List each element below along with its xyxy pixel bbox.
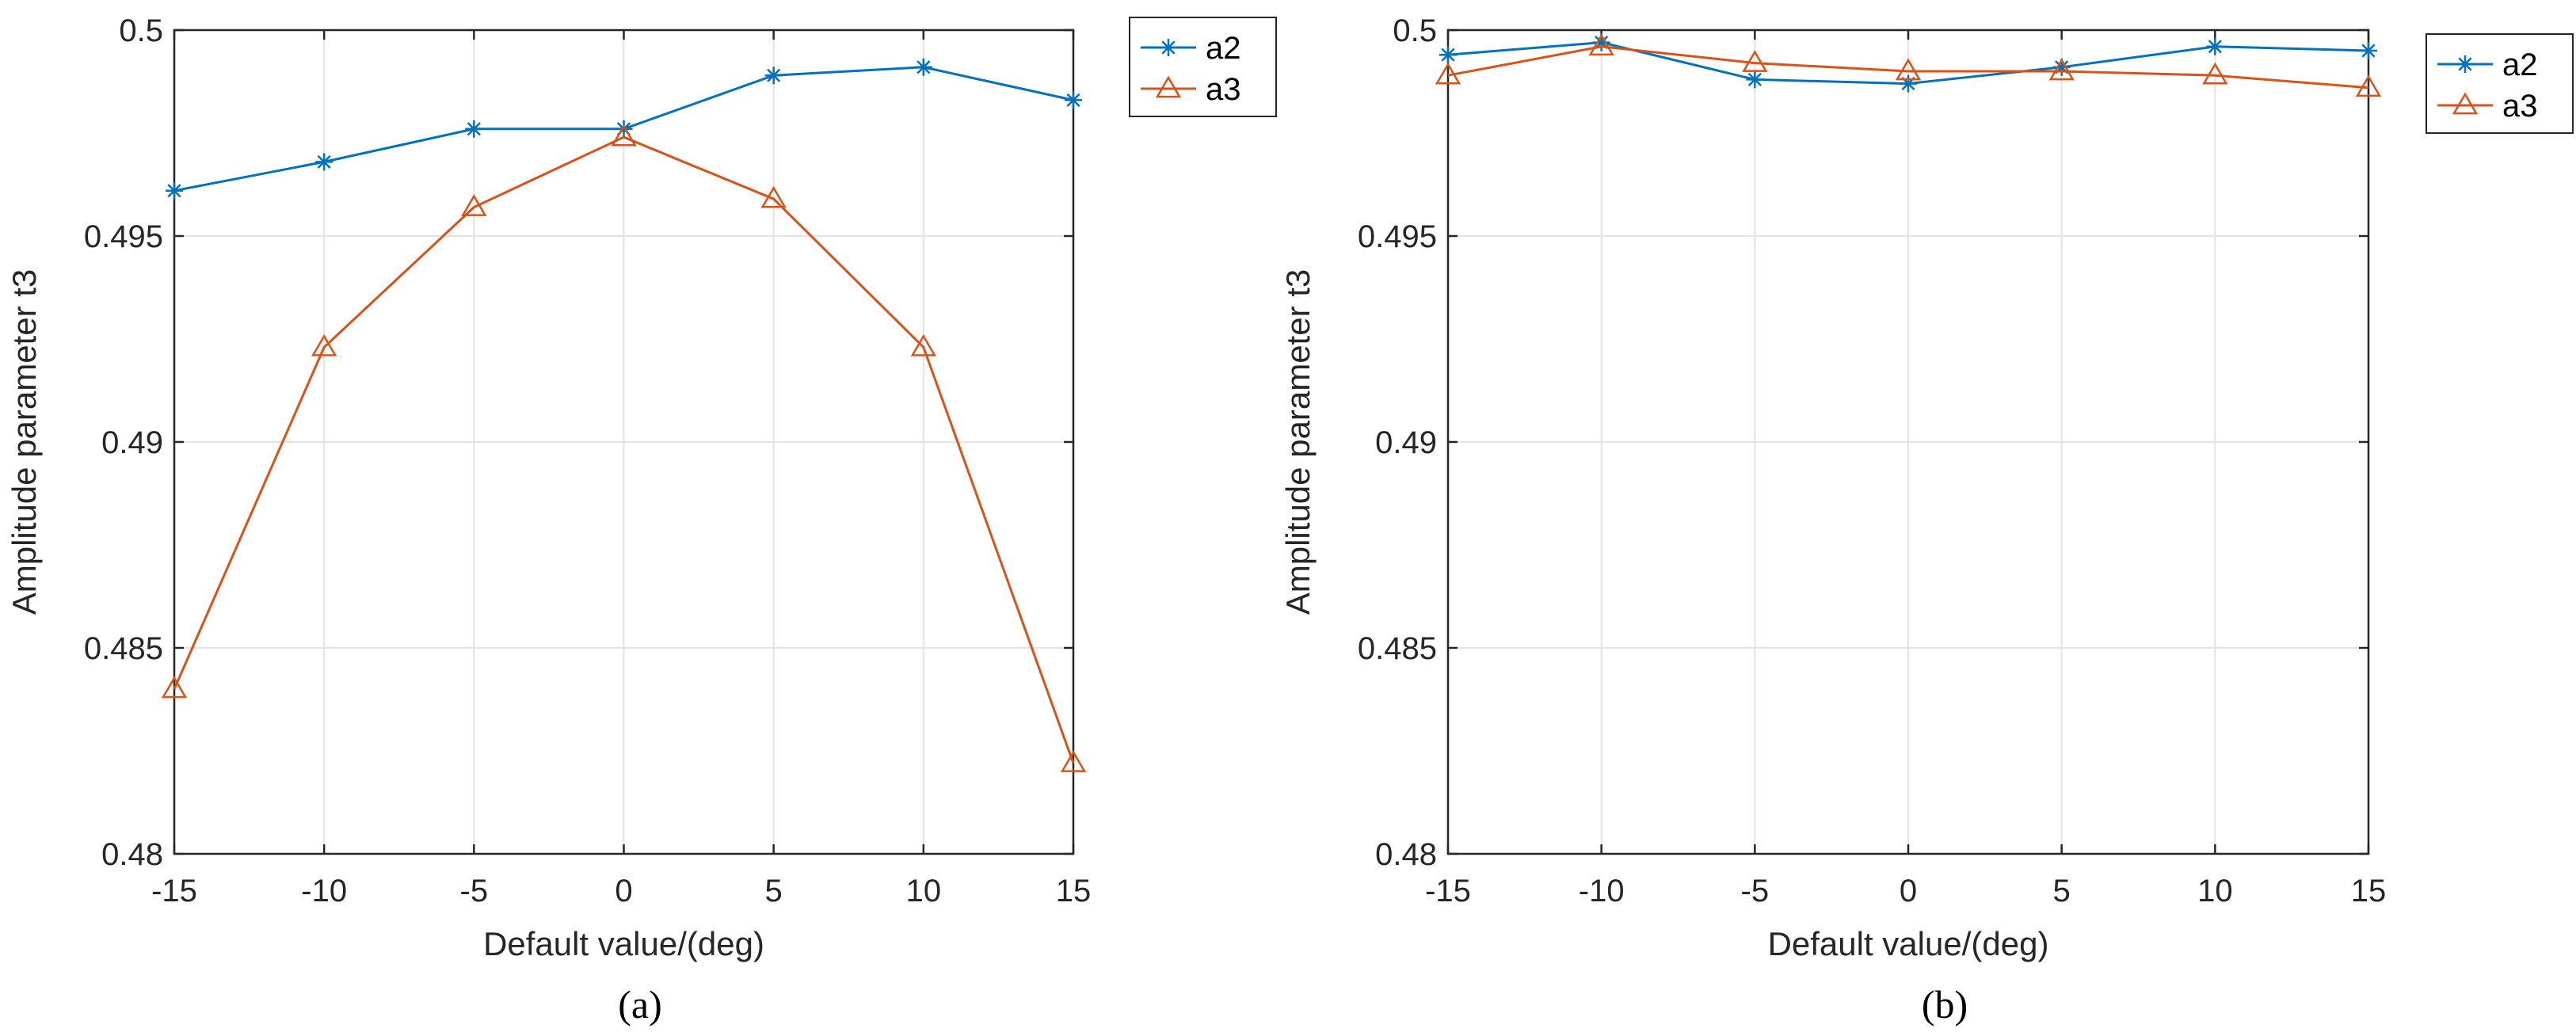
x-tick-label: -15 — [1425, 874, 1471, 908]
x-tick-label: -10 — [1579, 874, 1625, 908]
x-axis-label: Default value/(deg) — [1768, 925, 2049, 962]
data-point-a2 — [166, 181, 183, 200]
data-point-a2 — [1439, 46, 1457, 64]
data-point-a3 — [461, 194, 487, 216]
legend-box — [2425, 33, 2574, 134]
data-point-a2 — [2052, 58, 2071, 76]
x-tick-label: 15 — [2351, 874, 2387, 908]
y-axis-label: Amplitude parameter t3 — [1279, 269, 1317, 615]
data-point-a3 — [1435, 62, 1461, 85]
x-tick-label: 0 — [1900, 874, 1917, 908]
data-point-a2 — [2360, 42, 2377, 59]
x-tick-label: -15 — [151, 874, 197, 908]
data-point-a3 — [1060, 750, 1087, 772]
data-point-a3 — [760, 185, 787, 208]
x-tick-label: 5 — [2053, 874, 2071, 908]
axes-box — [173, 29, 1075, 855]
legend-marker-a2 — [1160, 39, 1177, 56]
legend-marker-a3 — [2452, 92, 2479, 115]
y-tick-label: 0.495 — [84, 219, 163, 254]
legend-marker-a3 — [1155, 75, 1182, 98]
data-point-a3 — [311, 333, 337, 356]
x-tick-label: 0 — [615, 874, 632, 908]
legend-box — [1129, 17, 1277, 117]
data-point-a2 — [2206, 37, 2224, 55]
series-line-a3 — [1447, 45, 2369, 90]
data-point-a2 — [914, 58, 932, 76]
data-point-a2 — [1065, 91, 1082, 109]
data-point-a2 — [465, 120, 483, 138]
x-tick-label: 10 — [2197, 874, 2233, 908]
x-axis-label: Default value/(deg) — [483, 925, 764, 962]
y-tick-label: 0.495 — [1358, 219, 1437, 254]
legend-label-a3: a3 — [1206, 72, 1241, 107]
data-point-a3 — [2355, 74, 2382, 97]
y-tick-label: 0.49 — [101, 425, 163, 460]
data-point-a3 — [1588, 33, 1614, 56]
chart-panel-b: -15 -10 -5 0 5 10 15 0.48 0.485 0.49 0.495 0.5 Defau… — [1279, 13, 2574, 1026]
x-tick-label: 15 — [1056, 874, 1092, 908]
data-point-a2 — [315, 153, 333, 171]
y-tick-label: 0.485 — [84, 631, 163, 666]
legend-label-a2: a2 — [1206, 31, 1241, 66]
x-tick-label: 10 — [906, 874, 942, 908]
legend-marker-a2 — [2456, 55, 2474, 73]
x-tick-label: 5 — [765, 874, 783, 908]
series-line-a3 — [173, 135, 1075, 764]
y-tick-label: 0.485 — [1358, 631, 1437, 666]
panel-caption: (b) — [1922, 982, 1968, 1026]
panel-caption: (a) — [618, 982, 662, 1026]
data-point-a3 — [1895, 58, 1922, 81]
y-tick-label: 0.48 — [101, 837, 163, 872]
data-point-a3 — [2048, 58, 2075, 81]
axes-box — [1446, 29, 2370, 855]
data-point-a2 — [1900, 74, 1917, 93]
y-tick-label: 0.49 — [1375, 425, 1437, 460]
y-tick-label: 0.5 — [119, 13, 163, 48]
y-axis-label: Amplitude parameter t3 — [6, 269, 43, 615]
data-point-a3 — [1742, 50, 1768, 72]
x-tick-label: -5 — [460, 874, 489, 908]
data-point-a3 — [611, 124, 637, 147]
data-point-a2 — [1592, 33, 1610, 51]
chart-panel-a: -15 -10 -5 0 5 10 15 0.48 0.485 0.49 0.495 0.5 Defau… — [6, 13, 1277, 1026]
y-tick-label: 0.48 — [1375, 837, 1437, 872]
x-tick-label: -10 — [301, 874, 347, 908]
data-point-a2 — [764, 67, 783, 85]
data-point-a2 — [1746, 70, 1764, 89]
legend-label-a2: a2 — [2502, 48, 2538, 82]
data-point-a2 — [615, 120, 633, 138]
y-tick-label: 0.5 — [1393, 13, 1437, 48]
legend-label-a3: a3 — [2502, 89, 2538, 124]
data-point-a3 — [161, 676, 188, 699]
x-tick-label: -5 — [1741, 874, 1770, 908]
data-point-a3 — [2202, 62, 2228, 85]
data-point-a3 — [910, 333, 937, 356]
